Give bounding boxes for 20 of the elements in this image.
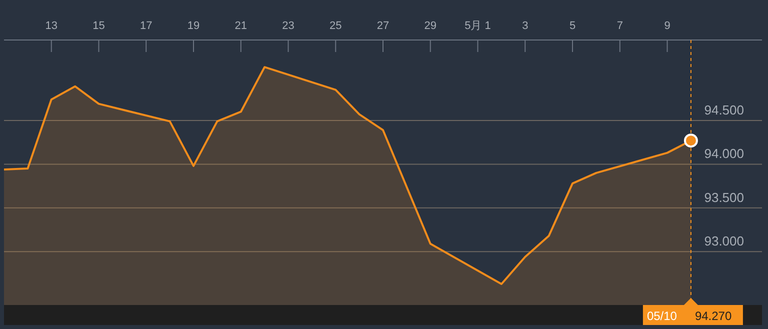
- x-tick-label: 5月 1: [464, 20, 491, 32]
- x-tick-label: 3: [522, 20, 528, 32]
- x-tick-label: 25: [330, 20, 342, 32]
- x-tick-label: 5: [569, 20, 576, 32]
- x-tick-label: 17: [140, 20, 152, 32]
- x-tick-label: 21: [234, 20, 247, 32]
- y-tick-label: 93.500: [704, 190, 744, 205]
- x-tick-label: 15: [92, 20, 105, 32]
- x-tick-label: 9: [664, 20, 670, 32]
- x-tick-label: 13: [45, 20, 58, 32]
- x-tick-label: 7: [616, 20, 623, 32]
- y-tick-label: 94.500: [704, 102, 744, 118]
- text: 94.270: [694, 309, 732, 323]
- x-tick-label: 27: [376, 20, 390, 32]
- x-tick-label: 29: [424, 20, 436, 32]
- ref-line-label: 05/10: [646, 309, 678, 323]
- y-tick-label: 93.000: [704, 234, 744, 249]
- y-tick-label: 94.000: [704, 146, 744, 162]
- x-tick-label: 23: [282, 20, 294, 32]
- x-tick-label: 19: [187, 20, 200, 32]
